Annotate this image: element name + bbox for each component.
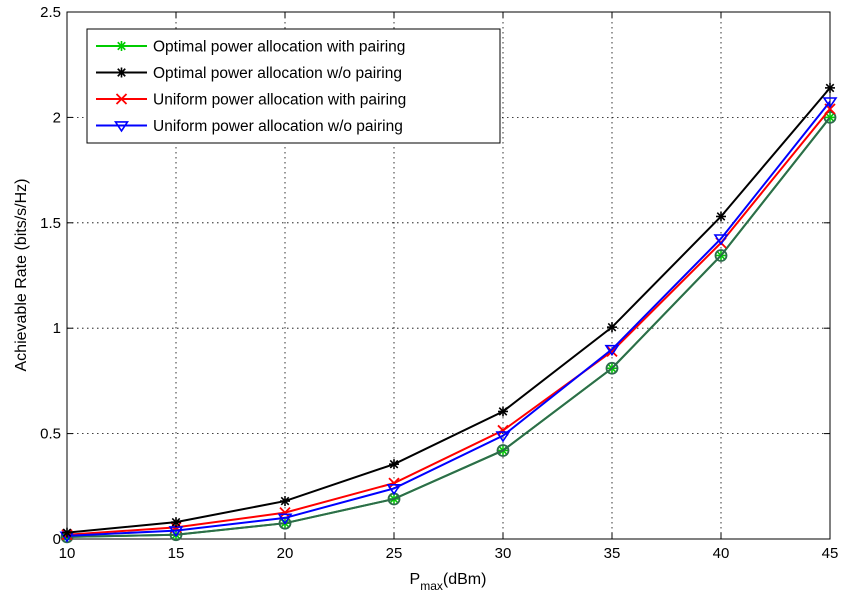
data-point [169, 528, 183, 542]
legend: Optimal power allocation with pairing Opt… [86, 28, 501, 144]
x-axis-label-main: P [410, 571, 421, 588]
marker-shape [604, 344, 620, 357]
x-tick-label: 15 [168, 545, 185, 562]
marker-shape [713, 234, 729, 246]
marker-shape [114, 121, 129, 133]
series-layer [59, 82, 838, 544]
marker-shape [605, 361, 619, 375]
marker-shape [823, 111, 837, 124]
y-axis-label: Achievable Rate (bits/s/Hz) [13, 179, 30, 372]
data-point [496, 444, 510, 457]
legend-label: Uniform power allocation w/o pairing [153, 118, 403, 135]
data-point [386, 484, 402, 496]
legend-marker [116, 67, 127, 78]
x-axis-label: Pmax(dBm) [410, 571, 487, 593]
x-tick-label: 10 [59, 545, 76, 562]
data-point [607, 322, 617, 333]
data-point [62, 527, 72, 538]
legend-entry: Optimal power allocation w/o pairing [96, 65, 402, 82]
data-point [714, 249, 728, 262]
legend-marker [116, 41, 127, 51]
legend-label: Optimal power allocation with pairing [153, 39, 405, 56]
series-3 [59, 97, 838, 543]
marker-stroke [115, 93, 128, 105]
series-1 [62, 82, 835, 538]
marker-stroke [280, 496, 290, 506]
marker-stroke [606, 345, 618, 358]
y-tick-label: 0.5 [40, 426, 61, 443]
data-point [716, 211, 726, 222]
data-point [606, 345, 618, 358]
marker-stroke [388, 477, 400, 489]
data-point [498, 406, 508, 417]
series-line [66, 100, 831, 537]
marker-shape [169, 528, 183, 542]
data-point [495, 431, 511, 443]
data-point [389, 459, 399, 470]
marker-stroke [117, 68, 126, 77]
marker-stroke [279, 507, 291, 519]
marker-shape [496, 444, 510, 457]
series-line [66, 108, 831, 536]
data-point [171, 517, 181, 528]
x-tick-label: 40 [713, 545, 730, 562]
legend-box [86, 28, 501, 144]
x-axis-label-subscript: max [420, 579, 443, 593]
data-point [277, 513, 293, 525]
y-tick-label: 1.5 [40, 215, 61, 232]
marker-stroke [825, 83, 835, 93]
marker-stroke [716, 212, 726, 221]
legend-entry: Uniform power allocation w/o pairing [96, 118, 403, 135]
data-point [604, 344, 620, 357]
x-tick-label: 30 [495, 545, 512, 562]
data-point [822, 97, 838, 109]
plot-frame [66, 11, 831, 540]
x-tick-label: 20 [277, 545, 294, 562]
legend-marker [114, 121, 129, 133]
x-tick-label: 45 [822, 545, 839, 562]
marker-shape [277, 513, 293, 525]
legend-label: Optimal power allocation w/o pairing [153, 65, 402, 82]
data-point [713, 234, 729, 246]
y-tick-label: 0 [53, 531, 61, 548]
legend-entry: Uniform power allocation with pairing [96, 92, 406, 109]
axis-ticks: 10 15 20 25 30 35 40 45 0 0.5 1 1.5 2 2.5 [40, 4, 838, 562]
marker-stroke [62, 528, 72, 537]
data-point [823, 111, 837, 124]
legend-label: Uniform power allocation with pairing [153, 92, 406, 109]
marker-stroke [389, 459, 399, 469]
data-point [280, 496, 290, 507]
legend-marker [115, 93, 128, 105]
marker-shape [495, 431, 511, 443]
y-tick-label: 1 [53, 320, 61, 337]
legend-entry: Optimal power allocation with pairing [96, 39, 405, 56]
x-tick-label: 35 [604, 545, 621, 562]
data-point [825, 82, 835, 93]
marker-stroke [497, 424, 509, 437]
y-tick-label: 2 [53, 109, 61, 126]
series-line [66, 116, 831, 538]
marker-stroke [824, 103, 836, 115]
marker-stroke [117, 41, 126, 51]
marker-shape [822, 97, 838, 109]
marker-stroke [498, 407, 508, 416]
marker-stroke [607, 322, 617, 332]
x-tick-label: 25 [386, 545, 403, 562]
marker-shape [714, 249, 728, 262]
x-axis-label-unit: (dBm) [443, 571, 487, 588]
data-point [605, 361, 619, 375]
series-line [66, 87, 831, 534]
marker-stroke [171, 517, 181, 527]
marker-shape [386, 484, 402, 496]
y-tick-label: 2.5 [40, 4, 61, 21]
